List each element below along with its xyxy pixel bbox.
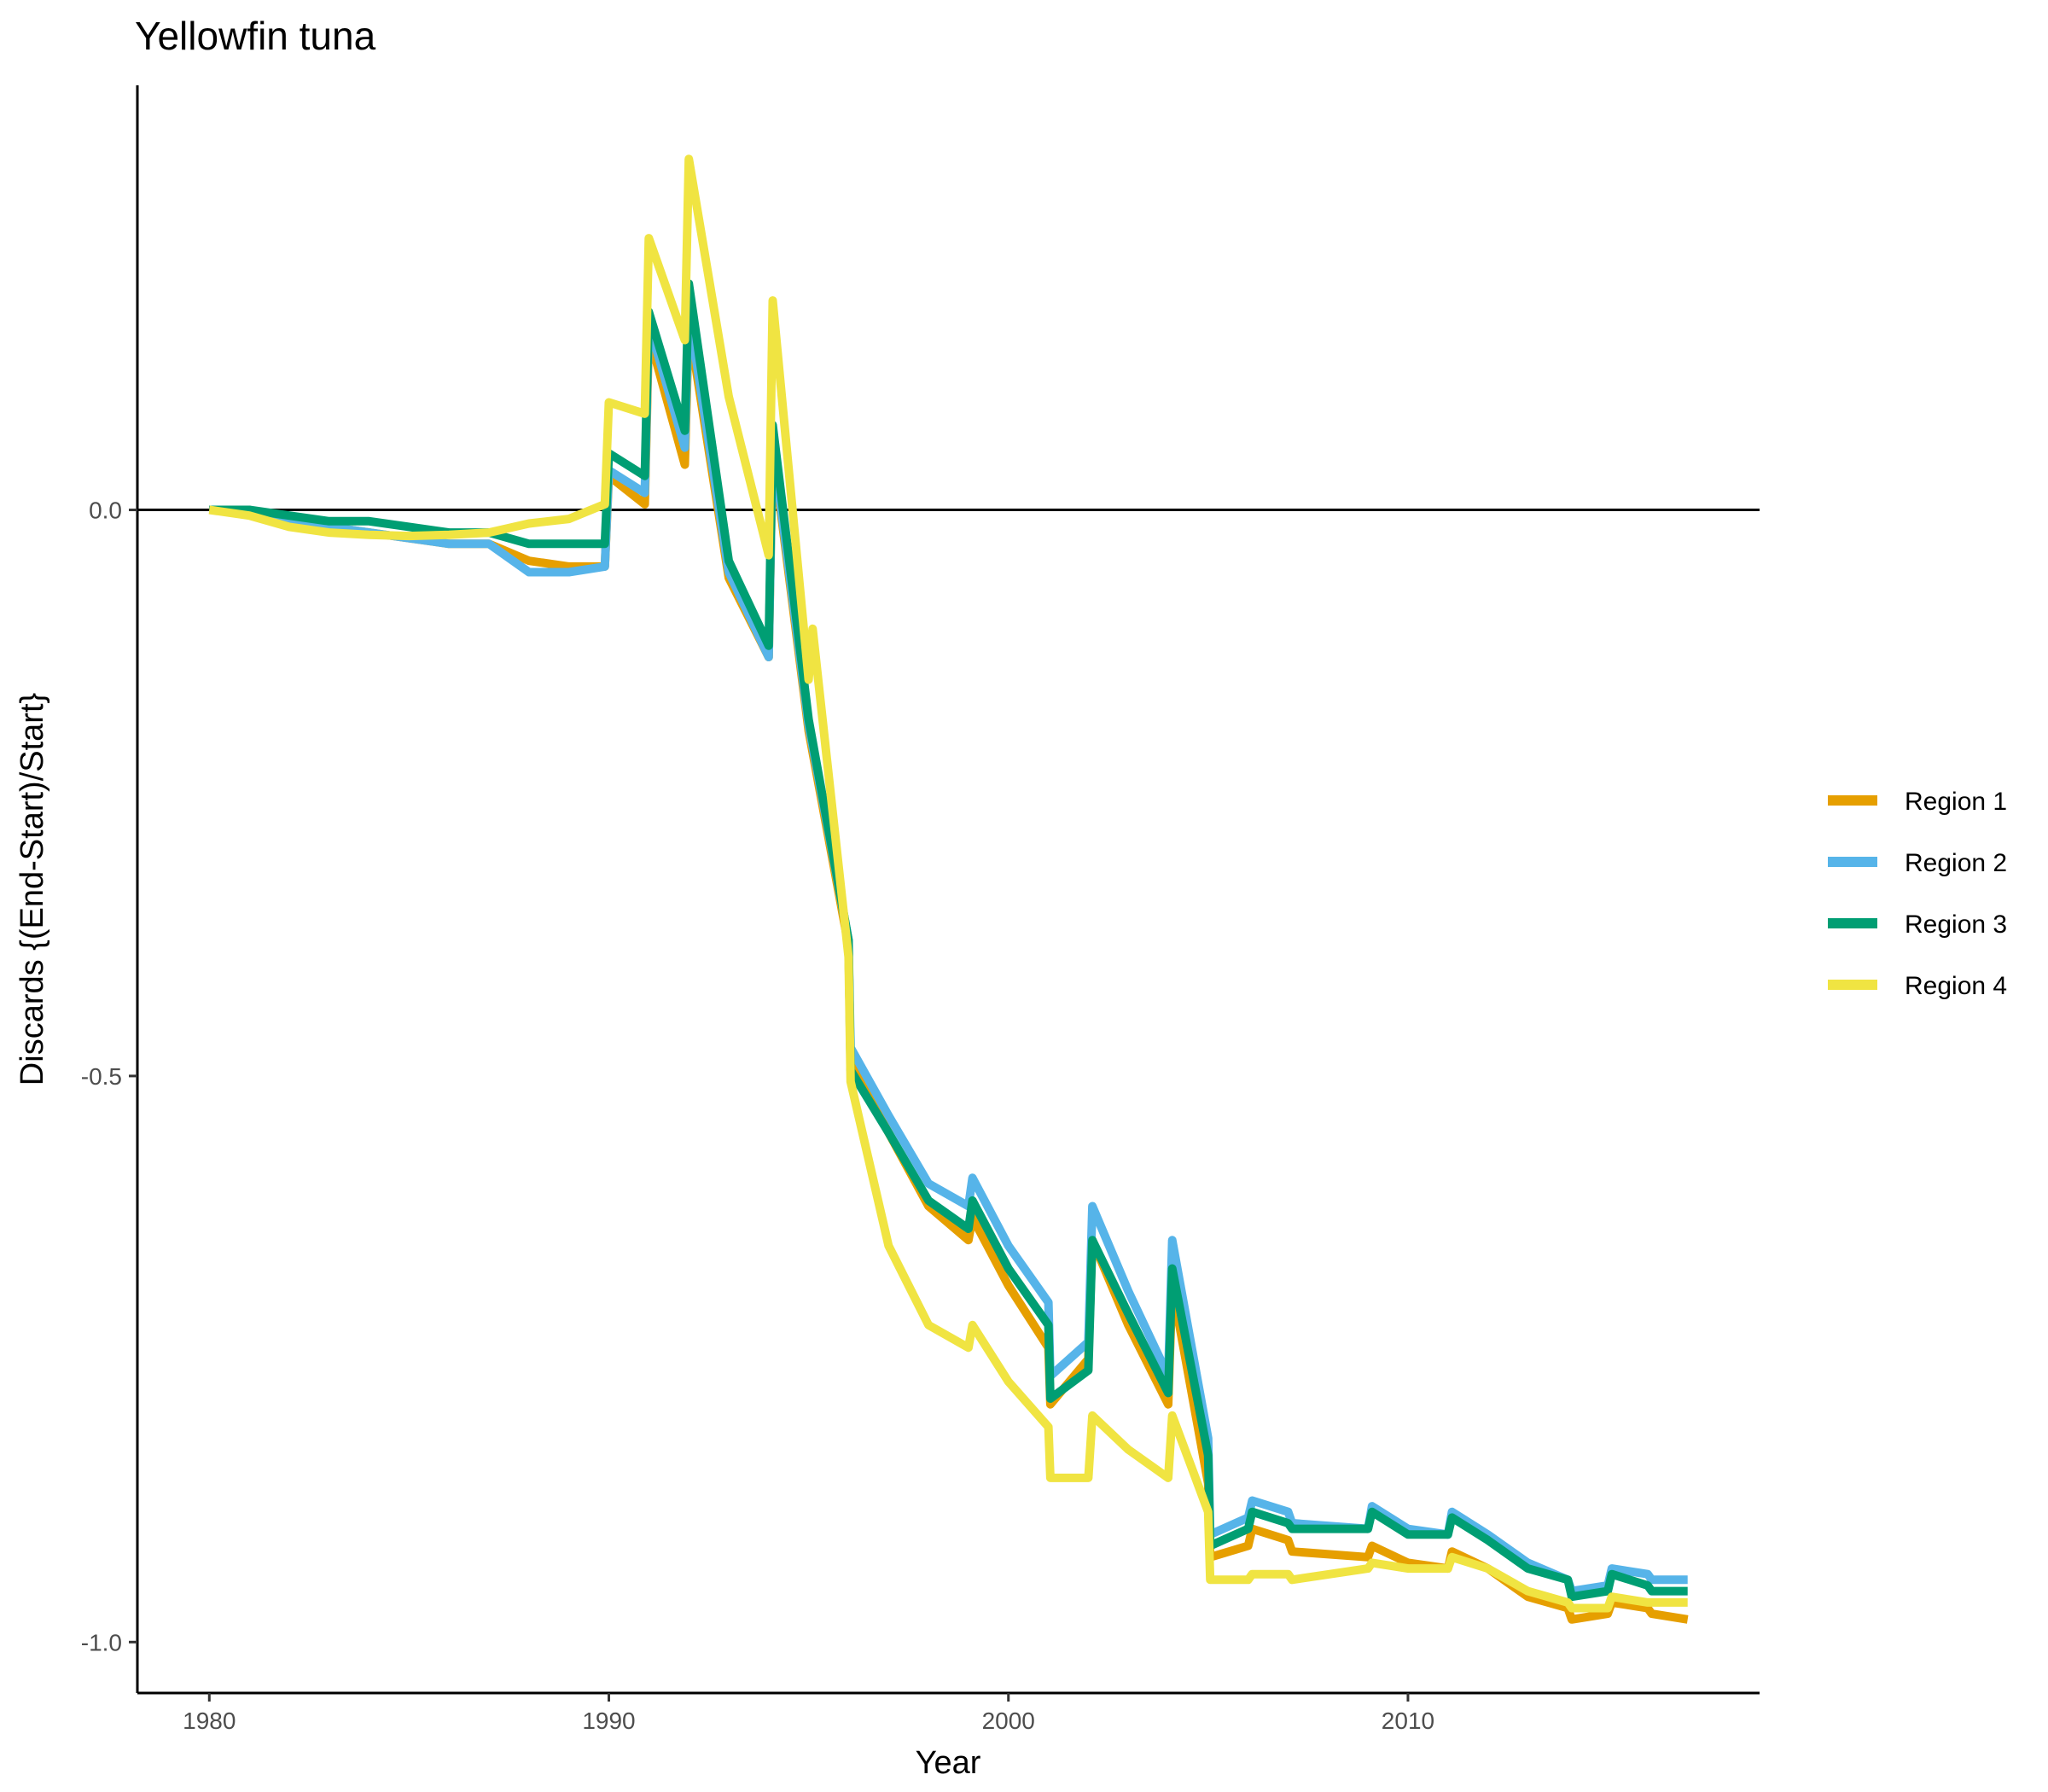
x-axis-title: Year xyxy=(916,1745,981,1781)
y-axis-ticks: 0.0 -0.5 -1.0 xyxy=(81,497,137,1655)
legend-item: Region 4 xyxy=(1828,972,2007,1000)
x-tick-label: 2010 xyxy=(1382,1708,1434,1734)
legend-label: Region 3 xyxy=(1905,911,2007,939)
legend-item: Region 2 xyxy=(1828,849,2007,877)
series-line-region-4 xyxy=(208,154,1688,1613)
y-tick-label: -1.0 xyxy=(81,1629,122,1655)
y-axis-title: Discards {(End-Start)/Start} xyxy=(15,693,50,1085)
x-axis-ticks: 1980 1990 2000 2010 xyxy=(183,1693,1434,1734)
x-tick-label: 2000 xyxy=(982,1708,1035,1734)
legend-item: Region 3 xyxy=(1828,911,2007,939)
series-line-region-1 xyxy=(209,318,1689,1624)
series-line-region-3 xyxy=(209,279,1688,1602)
chart-title: Yellowfin tuna xyxy=(135,14,376,58)
x-tick-label: 1990 xyxy=(582,1708,635,1734)
legend-label: Region 4 xyxy=(1905,972,2007,1000)
y-tick-label: -0.5 xyxy=(81,1063,122,1090)
legend-label: Region 1 xyxy=(1905,788,2007,816)
y-tick-label: 0.0 xyxy=(89,497,122,524)
legend: Region 1 Region 2 Region 3 Region 4 xyxy=(1828,788,2007,1000)
plot-area xyxy=(137,154,1760,1624)
axes: 1980 1990 2000 2010 0.0 -0.5 -1.0 xyxy=(81,85,1760,1734)
series-line-region-2 xyxy=(209,307,1688,1596)
x-tick-label: 1980 xyxy=(183,1708,236,1734)
legend-label: Region 2 xyxy=(1905,849,2007,877)
legend-item: Region 1 xyxy=(1828,788,2007,816)
series-layer xyxy=(208,154,1689,1624)
